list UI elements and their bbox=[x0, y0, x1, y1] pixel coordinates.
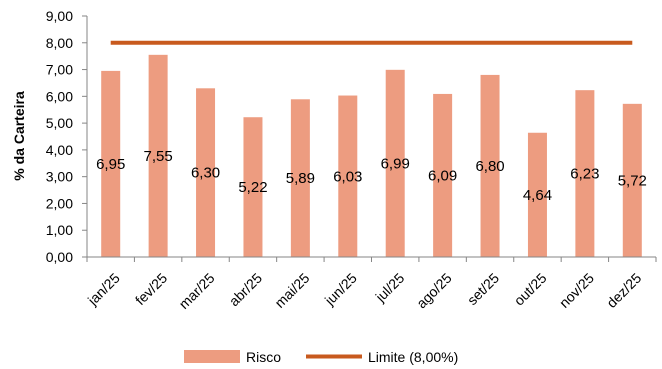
y-axis: 0,00 1,00 2,00 3,00 4,00 5,00 6,00 7,00 8,00 9,00 bbox=[46, 8, 88, 265]
x-tick-label: dez/25 bbox=[603, 270, 644, 311]
x-tick-label: jun/25 bbox=[321, 270, 360, 309]
x-axis: jan/25 fev/25 mar/25 abr/25 mai/25 jun/25 jul/… bbox=[84, 256, 657, 312]
x-tick-label: fev/25 bbox=[132, 270, 170, 308]
data-labels-group: 6,95 7,55 6,30 5,22 5,89 6,03 6,99 6,09 6,80 4,64… bbox=[96, 148, 647, 204]
y-axis-title: % da Carteira bbox=[11, 91, 27, 181]
data-label: 4,64 bbox=[523, 187, 552, 204]
y-tick-label: 9,00 bbox=[46, 8, 73, 24]
bar bbox=[527, 132, 547, 257]
y-tick-label: 7,00 bbox=[46, 62, 73, 78]
legend-label-limite: Limite (8,00%) bbox=[368, 349, 458, 365]
data-label: 7,55 bbox=[144, 148, 173, 165]
legend: Risco Limite (8,00%) bbox=[184, 349, 458, 365]
legend-label-risco: Risco bbox=[246, 349, 281, 365]
bar bbox=[196, 88, 216, 257]
x-tick-label: jul/25 bbox=[372, 270, 408, 306]
legend-swatch-risco bbox=[184, 350, 240, 363]
bar bbox=[290, 99, 310, 257]
y-tick-label: 3,00 bbox=[46, 169, 73, 185]
data-label: 5,89 bbox=[286, 170, 315, 187]
x-tick-label: set/25 bbox=[464, 270, 502, 308]
y-tick-label: 1,00 bbox=[46, 222, 73, 238]
y-tick-label: 4,00 bbox=[46, 142, 73, 158]
data-label: 6,95 bbox=[96, 156, 125, 173]
data-label: 6,03 bbox=[333, 168, 362, 185]
data-label: 6,99 bbox=[381, 155, 410, 172]
bar bbox=[243, 117, 263, 257]
x-tick-label: jan/25 bbox=[84, 270, 123, 309]
x-tick-label: mar/25 bbox=[176, 270, 218, 312]
bar bbox=[101, 70, 121, 258]
data-label: 5,72 bbox=[618, 172, 647, 189]
x-tick-label: out/25 bbox=[511, 270, 550, 309]
x-tick-label: abr/25 bbox=[226, 270, 266, 310]
data-label: 6,80 bbox=[475, 158, 504, 175]
y-tick-label: 0,00 bbox=[46, 249, 73, 265]
bar bbox=[575, 90, 595, 258]
x-tick-label: nov/25 bbox=[556, 270, 597, 311]
data-label: 5,22 bbox=[238, 179, 267, 196]
bar bbox=[433, 93, 453, 257]
bar bbox=[385, 69, 405, 257]
bar bbox=[338, 95, 358, 257]
x-tick-label: mai/25 bbox=[271, 270, 312, 311]
y-tick-label: 8,00 bbox=[46, 35, 73, 51]
data-label: 6,23 bbox=[570, 166, 599, 183]
y-tick-label: 5,00 bbox=[46, 115, 73, 131]
y-tick-label: 2,00 bbox=[46, 195, 73, 211]
bar bbox=[622, 103, 642, 257]
bar bbox=[148, 54, 168, 258]
bars-group bbox=[101, 54, 642, 258]
y-tick-label: 6,00 bbox=[46, 88, 73, 104]
x-tick-label: ago/25 bbox=[413, 270, 455, 312]
bar bbox=[480, 74, 500, 258]
data-label: 6,09 bbox=[428, 167, 457, 184]
data-label: 6,30 bbox=[191, 165, 220, 182]
